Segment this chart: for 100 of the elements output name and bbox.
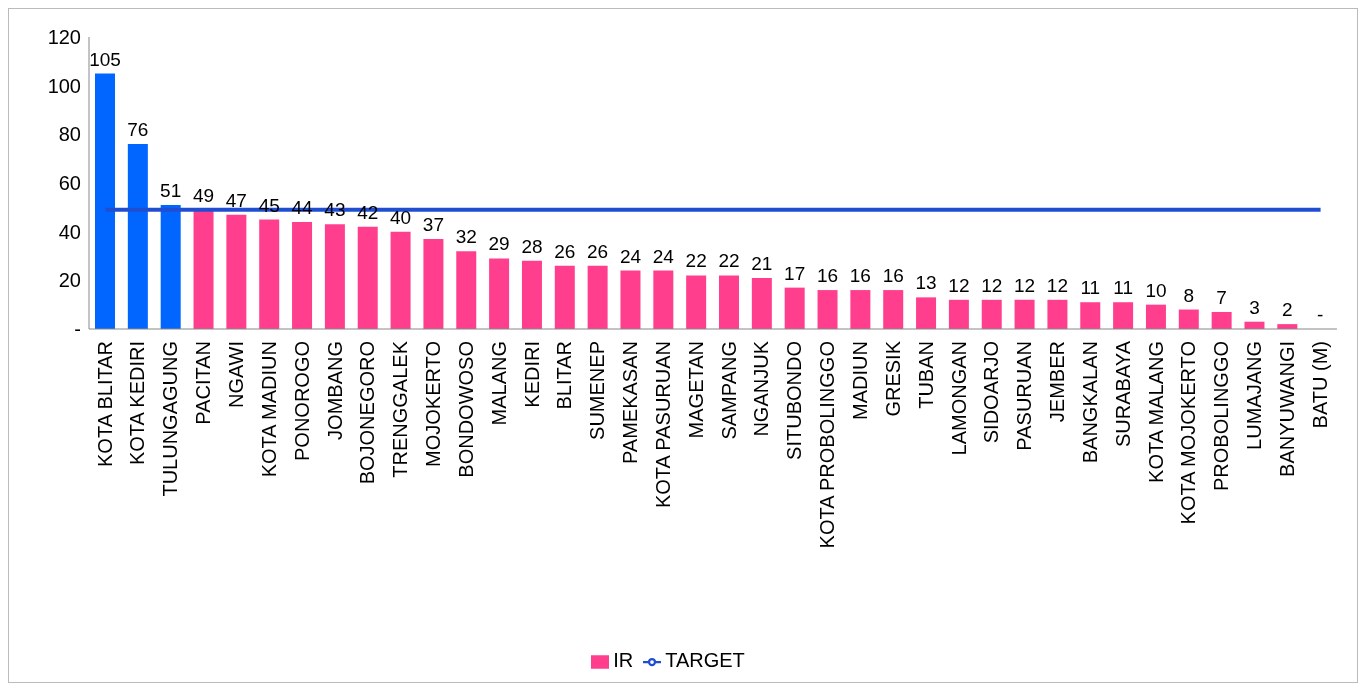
bar <box>390 231 411 329</box>
data-label: 8 <box>1183 284 1195 306</box>
x-tick-label: MAGETAN <box>684 341 707 439</box>
x-tick-label: BLITAR <box>553 341 576 410</box>
x-tick-label: KOTA MOJOKERTO <box>1177 341 1200 525</box>
data-label: 10 <box>1145 279 1167 301</box>
x-tick-label: PROBOLINGGO <box>1210 341 1233 492</box>
x-tick-label: KOTA KEDIRI <box>126 341 149 466</box>
bar <box>193 209 214 329</box>
data-label: 40 <box>390 206 412 228</box>
data-label: 22 <box>685 250 707 272</box>
y-tick-label: 100 <box>47 74 81 97</box>
x-tick-label: BONDOWOSO <box>454 341 477 478</box>
bar <box>883 290 904 329</box>
y-tick-label: 20 <box>58 269 81 292</box>
x-tick-label: LUMAJANG <box>1243 341 1266 450</box>
data-label: 37 <box>422 213 444 235</box>
bar <box>620 270 641 329</box>
x-tick-label: PONOROGO <box>290 341 313 462</box>
data-label: 24 <box>619 245 642 267</box>
x-tick-label: SUMENEP <box>586 341 609 440</box>
x-tick-label: SAMPANG <box>717 341 740 440</box>
data-label: 17 <box>784 262 806 284</box>
x-tick-label: MADIUN <box>848 341 871 420</box>
bar <box>916 297 937 329</box>
bar <box>292 221 313 329</box>
data-label: 32 <box>455 226 477 248</box>
data-label: 76 <box>127 119 149 141</box>
data-label: 16 <box>849 265 871 287</box>
bar <box>719 275 739 329</box>
data-label: 2 <box>1282 299 1293 321</box>
data-label: 47 <box>225 189 247 211</box>
bar <box>456 251 477 329</box>
data-label: 16 <box>882 265 904 287</box>
x-tick-label: KEDIRI <box>520 341 543 408</box>
data-label: 12 <box>948 274 970 296</box>
x-tick-label: SITUBONDO <box>783 341 806 460</box>
x-tick-label: PAMEKASAN <box>619 341 642 464</box>
data-label: 12 <box>1014 274 1036 296</box>
x-tick-label: SURABAYA <box>1111 340 1134 447</box>
x-tick-label: BANGKALAN <box>1078 341 1101 464</box>
bar <box>1178 309 1199 329</box>
legend-label: TARGET <box>665 649 745 671</box>
bar <box>784 287 805 329</box>
data-label: 7 <box>1216 286 1227 308</box>
bar <box>981 299 1002 329</box>
bar <box>587 265 608 329</box>
x-tick-label: TULUNGAGUNG <box>159 341 182 497</box>
data-label: 12 <box>1046 274 1068 296</box>
data-label: 28 <box>521 235 543 257</box>
x-tick-label: PACITAN <box>192 341 215 425</box>
bar <box>554 265 575 329</box>
x-tick-label: LAMONGAN <box>947 341 970 456</box>
data-label: 49 <box>192 184 215 206</box>
bar <box>226 214 247 329</box>
bar <box>751 277 772 329</box>
bar <box>127 144 148 329</box>
y-tick-label: - <box>74 318 81 341</box>
bar <box>817 290 838 329</box>
bar <box>686 275 707 329</box>
bar <box>1047 299 1068 329</box>
bar <box>1014 299 1035 329</box>
x-tick-label: BANYUWANGI <box>1275 341 1298 477</box>
x-tick-label: NGANJUK <box>750 340 773 437</box>
x-tick-label: JEMBER <box>1046 341 1069 423</box>
x-tick-label: MALANG <box>487 341 510 426</box>
bar <box>160 204 181 329</box>
x-tick-label: TRENGGALEK <box>389 340 412 478</box>
bar <box>521 260 542 329</box>
bar <box>423 238 444 329</box>
data-label: 29 <box>488 233 510 255</box>
data-label: 105 <box>89 48 121 70</box>
data-label: 21 <box>751 252 773 274</box>
y-tick-label: 80 <box>58 123 81 146</box>
y-tick-label: 120 <box>47 26 81 49</box>
bar <box>850 290 871 329</box>
bar <box>653 270 674 329</box>
x-tick-label: MOJOKERTO <box>422 341 445 467</box>
data-label: 51 <box>160 179 182 201</box>
x-tick-label: TUBAN <box>914 341 937 409</box>
x-tick-label: KOTA PASURUAN <box>651 341 674 509</box>
data-label: 24 <box>652 245 675 267</box>
bar <box>1211 311 1232 329</box>
bar <box>324 224 345 329</box>
legend-label: IR <box>613 649 634 671</box>
bar <box>1080 302 1101 329</box>
x-tick-label: NGAWI <box>224 341 247 409</box>
data-label: 26 <box>554 240 576 262</box>
x-tick-label: BATU (M) <box>1308 341 1331 429</box>
x-tick-label: SIDOARJO <box>980 341 1003 444</box>
x-tick-label: PASURUAN <box>1013 341 1036 451</box>
data-label: 26 <box>587 240 609 262</box>
bar <box>95 73 115 329</box>
bar <box>489 258 510 329</box>
data-label: 12 <box>981 274 1003 296</box>
data-label: 22 <box>718 250 740 272</box>
x-tick-label: KOTA BLITAR <box>93 341 116 467</box>
y-tick-label: 60 <box>58 172 81 195</box>
x-tick-label: BOJONEGORO <box>356 341 379 485</box>
data-label: 16 <box>816 265 839 287</box>
